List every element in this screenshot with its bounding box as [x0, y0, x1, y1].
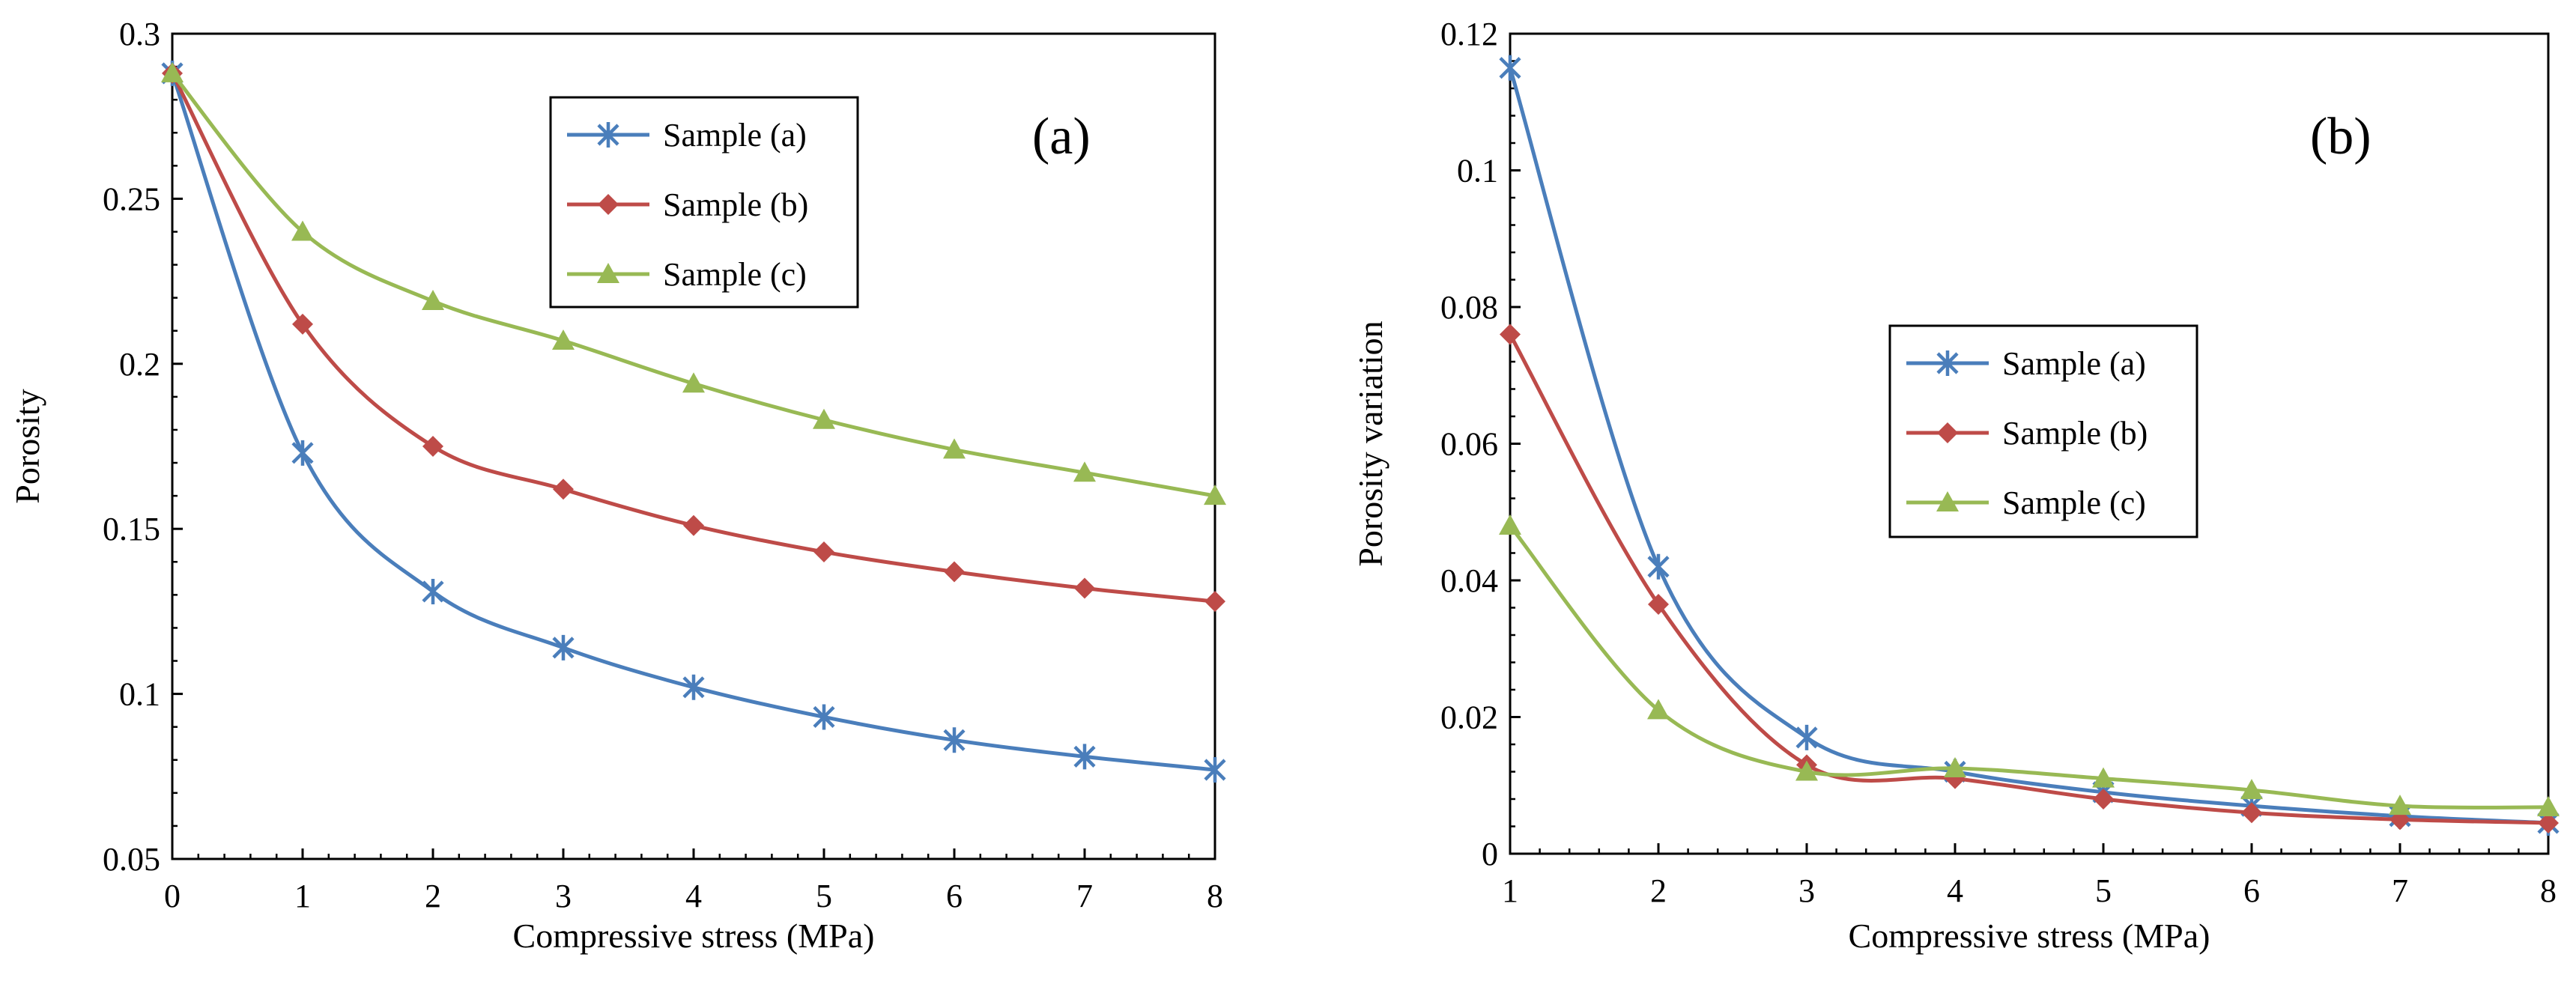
data-point: [2092, 767, 2115, 788]
data-point: [813, 408, 835, 429]
legend-label: Sample (c): [663, 256, 807, 293]
series-line-1: [170, 73, 1216, 772]
y-tick-label: 0: [1482, 836, 1498, 872]
data-point: [1204, 485, 1226, 505]
data-point: [161, 61, 184, 82]
data-point: [1499, 514, 1521, 535]
y-tick-label: 0.3: [119, 16, 160, 52]
x-tick-label: 1: [1502, 872, 1518, 909]
x-tick-label: 5: [816, 878, 832, 914]
data-point: [2538, 812, 2559, 833]
legend-marker: [597, 263, 619, 283]
x-tick-label: 7: [2392, 872, 2408, 909]
y-tick-label: 0.2: [119, 346, 160, 383]
legend-label: Sample (c): [2002, 485, 2146, 521]
data-point: [552, 329, 575, 350]
data-point: [1647, 699, 1670, 720]
legend-label: Sample (b): [663, 186, 808, 223]
x-tick-label: 4: [1947, 872, 1963, 909]
data-point: [1795, 724, 1818, 750]
data-point: [1073, 461, 1096, 482]
data-point: [1648, 593, 1669, 615]
x-tick-label: 4: [685, 878, 702, 914]
data-point: [943, 727, 966, 753]
y-axis-title: Porosity: [8, 389, 46, 503]
panel-label: (a): [1032, 108, 1091, 165]
y-tick-label: 0.1: [119, 676, 160, 713]
x-tick-label: 3: [1798, 872, 1815, 909]
data-point: [422, 578, 444, 604]
data-point: [943, 438, 966, 459]
series-line-2: [1508, 333, 2549, 825]
y-tick-label: 0.06: [1440, 426, 1498, 463]
data-point: [553, 479, 574, 500]
data-point: [813, 541, 834, 563]
y-tick-label: 0.04: [1440, 562, 1498, 599]
x-tick-label: 7: [1076, 878, 1093, 914]
y-tick-label: 0.08: [1440, 289, 1498, 326]
data-point: [422, 290, 444, 311]
legend-label: Sample (a): [2002, 345, 2146, 382]
y-tick-label: 0.1: [1457, 153, 1498, 189]
x-tick-label: 2: [425, 878, 441, 914]
data-point: [2537, 795, 2560, 816]
chart-panel-b: 0 0.02 0.04 0.06 0.08 0.1 0.12 1 2 3 4 5 6 7 8 Compress…: [1351, 16, 2560, 955]
x-tick-label: 3: [555, 878, 572, 914]
x-tick-label: 0: [164, 878, 181, 914]
data-point: [682, 674, 705, 700]
legend-marker: [597, 122, 619, 148]
data-point: [552, 634, 575, 660]
data-point: [2240, 779, 2263, 800]
legend-marker: [598, 194, 619, 215]
data-point: [813, 704, 835, 730]
data-point: [1073, 744, 1096, 770]
legend-marker: [1936, 491, 1959, 511]
x-tick-label: 8: [1207, 878, 1223, 914]
x-tick-label: 6: [946, 878, 963, 914]
data-point: [422, 436, 443, 457]
x-tick-label: 8: [2540, 872, 2557, 909]
data-point: [1500, 324, 1521, 345]
x-axis-title: Compressive stress (MPa): [1849, 917, 2210, 955]
data-point: [682, 372, 705, 393]
data-point: [1204, 756, 1226, 783]
data-point: [292, 313, 313, 335]
y-tick-label: 0.15: [103, 511, 160, 547]
data-point: [1944, 756, 1966, 777]
chart-panel-a: 0.05 0.1 0.15 0.2 0.25 0.3 0 1 2 3 4 5 6 7 8 Compressiv…: [8, 16, 1226, 955]
x-tick-label: 6: [2243, 872, 2260, 909]
data-point: [1204, 591, 1225, 613]
data-point: [1795, 760, 1818, 781]
x-tick-label: 1: [294, 878, 311, 914]
data-point: [2093, 789, 2114, 810]
y-tick-label: 0.02: [1440, 699, 1498, 736]
panel-label: (b): [2310, 108, 2372, 165]
data-point: [1074, 577, 1095, 599]
y-axis-title: Porosity variation: [1351, 321, 1389, 566]
data-point: [944, 561, 965, 583]
y-tick-label: 0.25: [103, 180, 160, 217]
data-point: [2389, 795, 2411, 816]
legend-label: Sample (a): [663, 117, 807, 154]
y-tick-label: 0.12: [1440, 16, 1498, 52]
x-axis-title: Compressive stress (MPa): [513, 917, 875, 955]
x-tick-label: 5: [2095, 872, 2112, 909]
series-line-3: [171, 72, 1216, 498]
x-tick-label: 2: [1650, 872, 1667, 909]
data-point: [291, 440, 314, 466]
data-point: [2241, 802, 2262, 824]
y-tick-label: 0.05: [103, 841, 160, 878]
data-point: [1647, 553, 1670, 580]
legend-label: Sample (b): [2002, 415, 2148, 452]
legend-marker: [1937, 422, 1958, 443]
legend-marker: [1936, 350, 1959, 376]
data-point: [1499, 55, 1521, 81]
data-point: [291, 220, 314, 241]
data-point: [683, 514, 704, 536]
series-line-3: [1509, 524, 2549, 810]
